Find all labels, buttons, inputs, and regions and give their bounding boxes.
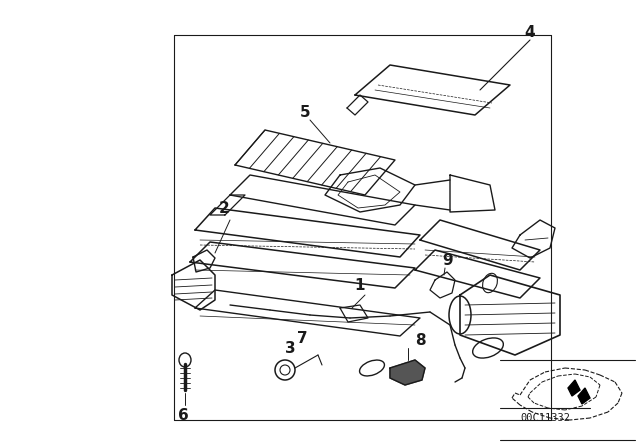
Text: 4: 4 [525,25,535,39]
Polygon shape [578,388,590,404]
Polygon shape [568,380,580,396]
Polygon shape [390,360,425,385]
Text: 3: 3 [285,340,295,356]
Text: 1: 1 [355,277,365,293]
Text: 5: 5 [300,104,310,120]
Text: 00C11332: 00C11332 [520,413,570,423]
Text: 2: 2 [219,201,229,215]
Text: 9: 9 [443,253,453,267]
Text: 7: 7 [297,331,307,345]
Text: 6: 6 [178,408,188,422]
Text: 8: 8 [415,332,426,348]
